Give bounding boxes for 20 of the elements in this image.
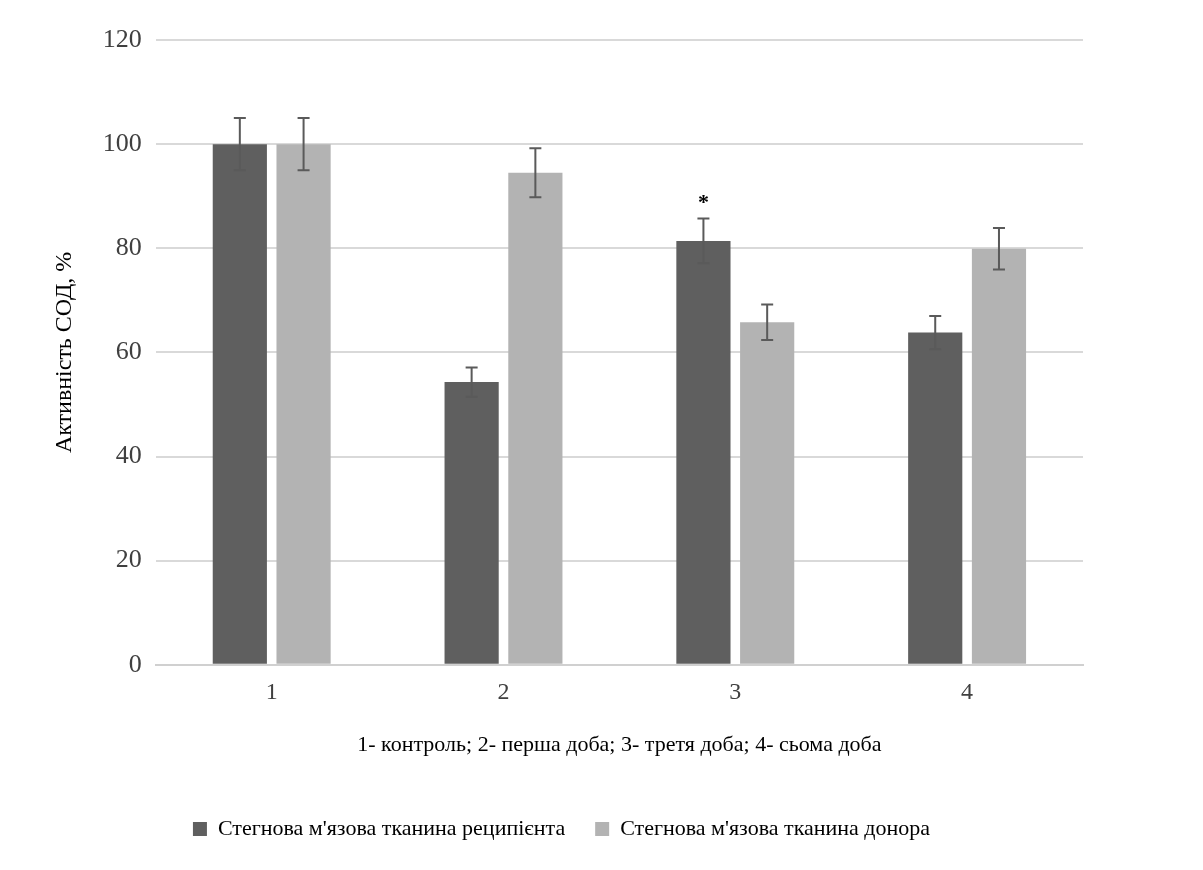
x-axis-title: 1- контроль; 2- перша доба; 3- третя доба; 4- сьома доба [357, 730, 882, 756]
annotation: * [697, 189, 709, 215]
y-tick-label: 120 [102, 23, 142, 53]
bar [276, 144, 331, 664]
y-tick-label: 60 [115, 336, 142, 366]
bar [508, 172, 563, 664]
y-axis-title: Активність СОД, % [49, 251, 76, 454]
legend-label: Стегнова м'язова тканина донора [620, 814, 931, 840]
legend-label: Стегнова м'язова тканина реципієнта [217, 814, 566, 840]
bar [971, 248, 1027, 664]
x-tick-label: 1 [265, 678, 278, 705]
y-tick-label: 20 [115, 544, 142, 574]
x-tick-label: 3 [729, 678, 742, 705]
y-tick-label: 100 [102, 127, 142, 157]
y-tick-label: 40 [115, 440, 142, 470]
x-tick-label: 4 [961, 678, 974, 705]
bar [740, 322, 795, 664]
y-tick-label: 80 [115, 232, 142, 262]
x-tick-label: 2 [497, 678, 510, 705]
y-tick-label: 0 [128, 648, 142, 678]
